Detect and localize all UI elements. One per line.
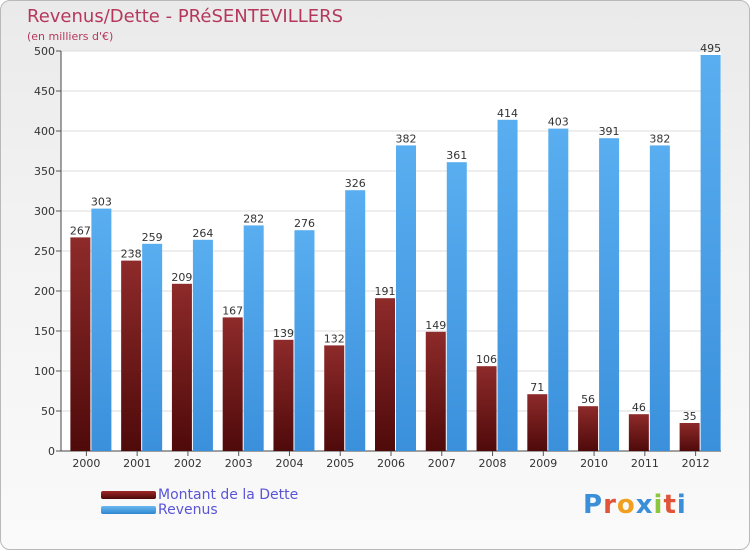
x-tick-label: 2003	[225, 457, 253, 470]
y-tick-label: 0	[48, 445, 55, 458]
bar-revenus	[192, 239, 213, 451]
bar-dette	[578, 406, 599, 451]
bar-revenus	[446, 162, 467, 451]
logo-letter: o	[616, 490, 636, 520]
bar-revenus	[599, 138, 620, 451]
bar-dette	[324, 345, 345, 451]
bar-revenus	[497, 119, 518, 452]
chart-subtitle: (en milliers d'€)	[27, 30, 114, 43]
data-label-revenus: 361	[446, 149, 467, 162]
y-tick-label: 400	[34, 125, 55, 138]
x-tick-label: 2004	[275, 457, 303, 470]
data-label-dette: 191	[375, 285, 396, 298]
bar-revenus	[142, 243, 163, 451]
data-label-dette: 238	[121, 248, 142, 261]
y-tick-label: 150	[34, 325, 55, 338]
logo-letter: i	[653, 490, 664, 520]
y-tick-label: 300	[34, 205, 55, 218]
x-tick-label: 2005	[326, 457, 354, 470]
bar-dette	[527, 394, 548, 451]
bar-dette	[476, 366, 497, 451]
data-label-dette: 106	[476, 353, 497, 366]
data-label-dette: 35	[683, 410, 697, 423]
bar-revenus	[243, 225, 264, 451]
data-label-revenus: 259	[142, 231, 163, 244]
legend-label-dette: Montant de la Dette	[158, 487, 299, 503]
y-tick-label: 200	[34, 285, 55, 298]
logo-letter: r	[603, 490, 617, 520]
proxiti-logo: Proxiti	[583, 490, 687, 520]
data-label-dette: 209	[171, 271, 192, 284]
x-tick-label: 2007	[428, 457, 456, 470]
data-label-revenus: 326	[345, 177, 366, 190]
data-label-dette: 56	[581, 393, 595, 406]
x-tick-label: 2000	[72, 457, 100, 470]
bar-dette	[425, 331, 446, 451]
legend-item-dette: Montant de la Dette	[101, 487, 299, 503]
data-label-revenus: 264	[192, 227, 213, 240]
data-label-revenus: 495	[700, 42, 721, 55]
bar-revenus	[396, 145, 416, 451]
bar-dette	[222, 317, 243, 451]
y-tick-label: 250	[34, 245, 55, 258]
bar-revenus	[700, 55, 721, 451]
data-label-revenus: 303	[91, 196, 112, 209]
bar-revenus	[91, 208, 112, 451]
data-label-revenus: 276	[294, 217, 315, 230]
bar-revenus	[345, 190, 366, 451]
data-label-revenus: 414	[497, 107, 518, 120]
legend-item-revenus: Revenus	[101, 502, 218, 518]
bar-dette	[375, 298, 395, 451]
legend-label-revenus: Revenus	[158, 502, 218, 518]
y-tick-label: 500	[34, 45, 55, 58]
bar-dette	[628, 414, 649, 451]
bar-dette	[70, 237, 91, 451]
data-label-dette: 167	[222, 304, 243, 317]
data-label-revenus: 282	[243, 212, 264, 225]
logo-letter: i	[676, 490, 687, 520]
data-label-revenus: 391	[599, 125, 620, 138]
y-tick-label: 50	[41, 405, 55, 418]
chart-title: Revenus/Dette - PRéSENTEVILLERS	[27, 6, 344, 27]
x-tick-label: 2010	[580, 457, 608, 470]
x-tick-label: 2006	[377, 457, 405, 470]
data-label-revenus: 382	[649, 132, 670, 145]
logo-letter: P	[583, 490, 604, 520]
logo-letter: t	[663, 490, 677, 520]
data-label-dette: 46	[632, 401, 646, 414]
y-tick-label: 350	[34, 165, 55, 178]
y-tick-label: 100	[34, 365, 55, 378]
data-label-dette: 71	[530, 381, 544, 394]
bar-revenus	[649, 145, 670, 451]
data-label-dette: 139	[273, 327, 294, 340]
legend-swatch-dette	[101, 491, 156, 499]
x-tick-label: 2008	[479, 457, 507, 470]
bar-dette	[679, 423, 700, 451]
logo-letter: x	[635, 490, 654, 520]
data-label-revenus: 382	[396, 132, 417, 145]
data-label-revenus: 403	[548, 116, 569, 129]
bar-revenus	[294, 230, 315, 451]
bar-revenus	[548, 128, 569, 451]
x-tick-label: 2002	[174, 457, 202, 470]
bar-dette	[121, 260, 142, 451]
x-tick-label: 2012	[682, 457, 710, 470]
x-tick-label: 2001	[123, 457, 151, 470]
bar-dette	[171, 283, 192, 451]
data-label-dette: 149	[425, 319, 446, 332]
x-tick-label: 2011	[631, 457, 659, 470]
y-tick-label: 450	[34, 85, 55, 98]
bar-dette	[273, 339, 294, 451]
legend-swatch-revenus	[101, 506, 156, 514]
data-label-dette: 132	[324, 332, 345, 345]
data-label-dette: 267	[70, 224, 91, 237]
x-tick-label: 2009	[529, 457, 557, 470]
